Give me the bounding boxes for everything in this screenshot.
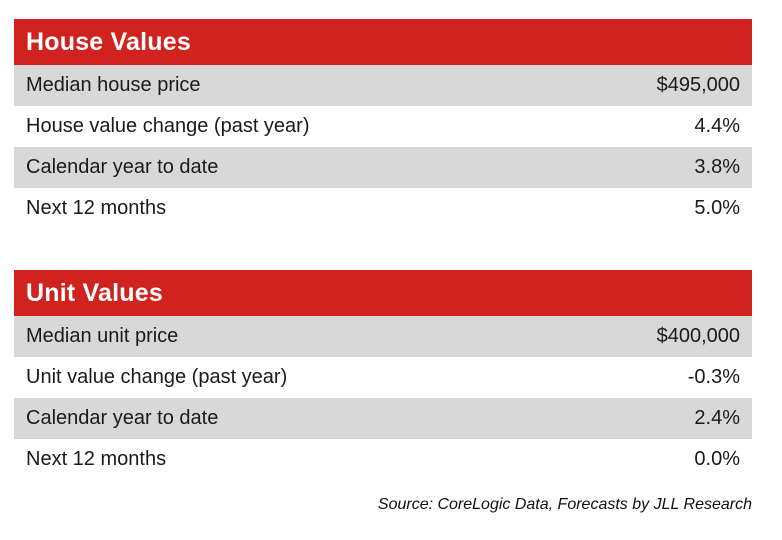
table-row: Next 12 months 0.0% [14,439,752,480]
row-value: $495,000 [656,74,740,96]
table-row: Calendar year to date 3.8% [14,147,752,188]
row-value: -0.3% [687,366,740,388]
unit-values-title: Unit Values [14,270,752,316]
table-row: Calendar year to date 2.4% [14,398,752,439]
row-label: Unit value change (past year) [26,366,288,388]
unit-values-table: Unit Values Median unit price $400,000 U… [14,270,752,480]
table-row: Median unit price $400,000 [14,316,752,357]
row-label: Median unit price [26,325,179,347]
source-note: Source: CoreLogic Data, Forecasts by JLL… [377,496,752,513]
row-value: 5.0% [694,197,740,219]
row-value: 4.4% [694,115,740,137]
row-value: 0.0% [694,448,740,470]
table-row: Unit value change (past year) -0.3% [14,357,752,398]
row-value: $400,000 [656,325,740,347]
table-row: House value change (past year) 4.4% [14,106,752,147]
row-value: 2.4% [694,407,740,429]
table-row: Median house price $495,000 [14,65,752,106]
row-label: Calendar year to date [26,156,219,178]
row-label: Next 12 months [26,448,167,470]
row-label: Median house price [26,74,201,96]
house-values-title: House Values [14,19,752,65]
table-row: Next 12 months 5.0% [14,188,752,229]
row-value: 3.8% [694,156,740,178]
row-label: House value change (past year) [26,115,310,137]
house-values-table: House Values Median house price $495,000… [14,19,752,229]
row-label: Calendar year to date [26,407,219,429]
row-label: Next 12 months [26,197,167,219]
